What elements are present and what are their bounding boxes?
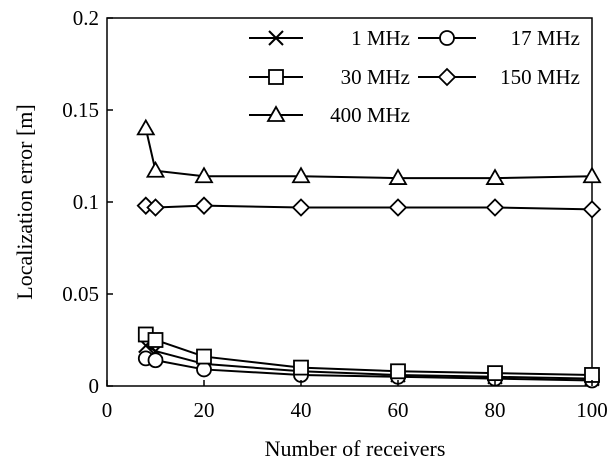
axis-layer: 0 20 40 60 80 100 0 0.05 0.1 0.15 0.2	[62, 6, 608, 422]
legend-item: 400 MHz	[249, 103, 410, 127]
y-tick-label: 0.15	[62, 98, 99, 122]
legend-label: 1 MHz	[351, 26, 410, 50]
data-point	[390, 363, 406, 380]
series-line	[145, 204, 593, 211]
series-layer	[136, 118, 602, 389]
legend: 1 MHz 17 MHz 30 MHz 150 MHz 400 MHz	[249, 26, 580, 127]
legend-marker	[439, 30, 455, 46]
data-point	[291, 166, 311, 184]
data-point	[194, 166, 214, 184]
legend-marker	[266, 105, 286, 122]
legend-item: 30 MHz	[249, 65, 410, 89]
data-point	[582, 166, 602, 184]
data-point	[291, 198, 311, 217]
data-point	[136, 118, 156, 136]
data-point	[147, 352, 164, 369]
data-point	[487, 365, 503, 382]
data-point	[584, 367, 600, 383]
data-point	[146, 198, 165, 217]
data-point	[145, 160, 166, 178]
legend-item: 150 MHz	[418, 65, 580, 89]
data-point	[194, 196, 214, 215]
y-tick-label: 0.1	[73, 190, 99, 214]
legend-label: 17 MHz	[511, 26, 580, 50]
data-point	[485, 198, 505, 217]
x-axis-label: Number of receivers	[265, 436, 446, 461]
data-point	[293, 359, 309, 376]
series-line	[144, 128, 593, 180]
legend-label: 400 MHz	[330, 103, 410, 127]
data-point	[147, 332, 164, 348]
legend-marker	[268, 30, 284, 46]
x-tick-label: 40	[291, 398, 312, 422]
data-point	[388, 198, 408, 217]
legend-label: 30 MHz	[341, 65, 410, 89]
series-400-mhz	[136, 118, 602, 185]
series-150-mhz	[136, 196, 602, 219]
data-point	[582, 200, 602, 219]
x-tick-label: 60	[388, 398, 409, 422]
x-tick-label: 20	[194, 398, 215, 422]
y-axis-label: Localization error [m]	[12, 104, 37, 299]
data-point	[388, 168, 408, 185]
legend-marker	[437, 67, 457, 87]
data-point	[196, 348, 212, 365]
x-tick-label: 100	[576, 398, 608, 422]
legend-item: 1 MHz	[249, 26, 410, 50]
x-tick-label: 0	[102, 398, 113, 422]
y-tick-label: 0.2	[73, 6, 99, 30]
legend-item: 17 MHz	[418, 26, 580, 50]
y-tick-label: 0	[89, 374, 100, 398]
legend-label: 150 MHz	[500, 65, 580, 89]
y-tick-label: 0.05	[62, 282, 99, 306]
data-point	[485, 168, 505, 185]
legend-marker	[268, 69, 284, 85]
data-point	[196, 361, 212, 378]
x-tick-label: 80	[485, 398, 506, 422]
series-line	[145, 333, 593, 376]
